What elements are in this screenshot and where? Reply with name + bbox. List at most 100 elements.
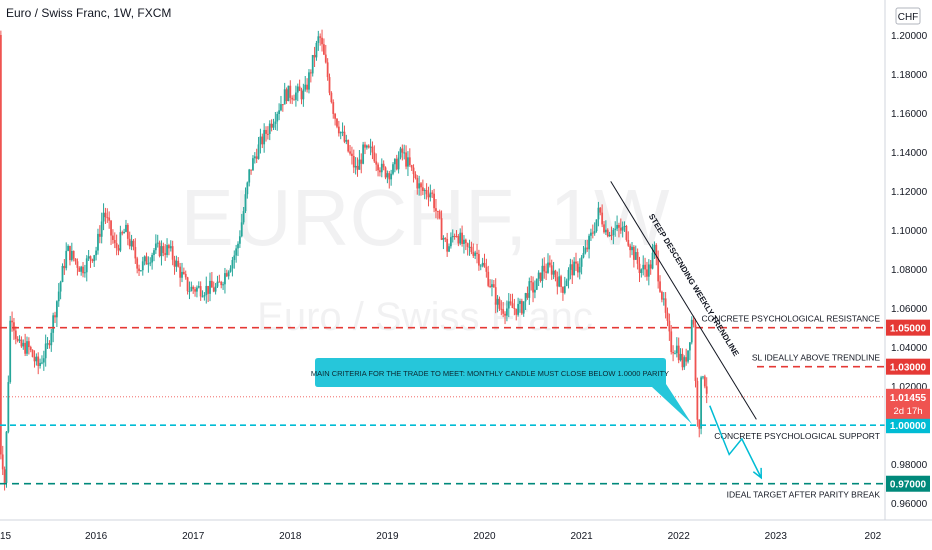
y-tick-label: 1.12000 (891, 187, 928, 198)
candle (134, 238, 137, 264)
candle (37, 352, 40, 375)
candle (416, 175, 419, 195)
candle (87, 249, 90, 262)
candle (244, 187, 247, 214)
candle (54, 311, 56, 324)
candle (442, 235, 445, 250)
candle (464, 238, 467, 251)
last-price-tag: 1.01455 2d 17h (886, 388, 930, 419)
candle (674, 350, 676, 355)
candle (578, 258, 581, 280)
x-tick-label: 2022 (668, 531, 691, 542)
candle (199, 281, 202, 301)
candle (420, 182, 422, 196)
candle (440, 210, 443, 241)
candle (253, 152, 256, 164)
candle (63, 259, 66, 275)
trendline (610, 181, 757, 420)
candle (182, 267, 185, 275)
candle (687, 350, 689, 364)
candle (89, 255, 92, 268)
candle (483, 253, 486, 268)
candle (31, 349, 34, 358)
candle (535, 278, 538, 291)
candle (192, 285, 195, 294)
candle (668, 313, 671, 341)
y-ticks: 1.20000 1.18000 1.16000 1.14000 1.12000 1.100… (891, 31, 928, 510)
candle (528, 277, 531, 305)
candle (9, 315, 12, 384)
candle (334, 112, 337, 126)
y-tick-label: 0.98000 (891, 460, 928, 471)
candle (354, 157, 357, 175)
candle (526, 286, 529, 300)
candle (612, 227, 615, 245)
candle (388, 170, 391, 189)
candle (110, 219, 112, 246)
currency-badge[interactable] (895, 7, 921, 25)
candle (57, 283, 60, 307)
candle (341, 122, 344, 137)
target-label: IDEAL TARGET AFTER PARITY BREAK (727, 490, 881, 500)
candle (638, 256, 641, 283)
candle (145, 252, 148, 265)
candle (623, 221, 626, 232)
candle (237, 241, 239, 257)
candle (242, 206, 245, 225)
candle (690, 316, 693, 345)
candle (280, 95, 282, 112)
candle (358, 150, 361, 170)
candle (554, 269, 557, 282)
candle (567, 267, 570, 289)
candle (584, 240, 587, 255)
candle (433, 188, 435, 213)
candle (205, 276, 208, 304)
x-tick-label: 202 (865, 531, 882, 542)
candle (121, 230, 124, 236)
candle (634, 245, 637, 260)
candle (276, 111, 279, 131)
candle (225, 269, 228, 278)
candle (14, 326, 17, 345)
candle (369, 138, 372, 156)
svg-text:1.05000: 1.05000 (890, 324, 927, 335)
candle (106, 208, 109, 223)
candle (649, 259, 652, 275)
y-tick-label: 1.08000 (891, 265, 928, 276)
candle (395, 154, 398, 171)
candle (164, 244, 167, 261)
candle (479, 264, 482, 271)
candle (448, 243, 450, 253)
candle (321, 29, 323, 52)
candle (418, 175, 421, 196)
candle (235, 244, 238, 263)
candle (429, 184, 432, 202)
x-tick-label: 2019 (376, 531, 399, 542)
candle (151, 252, 154, 270)
candle (50, 329, 53, 352)
candle (326, 58, 329, 81)
candle (492, 279, 495, 288)
candle (317, 30, 320, 51)
candle (261, 133, 264, 149)
candle (438, 209, 441, 220)
candle (371, 141, 374, 160)
candle (591, 224, 594, 239)
candle (560, 274, 562, 293)
candle (586, 239, 589, 252)
candle (651, 243, 654, 270)
candle (149, 257, 152, 267)
candle (519, 298, 521, 313)
candle (403, 144, 406, 160)
candle (672, 345, 674, 362)
candle (511, 293, 514, 309)
candle (509, 293, 512, 306)
candle (216, 275, 219, 288)
candle (662, 292, 665, 306)
candle (72, 250, 75, 262)
candle (571, 259, 574, 285)
candle (539, 272, 542, 283)
